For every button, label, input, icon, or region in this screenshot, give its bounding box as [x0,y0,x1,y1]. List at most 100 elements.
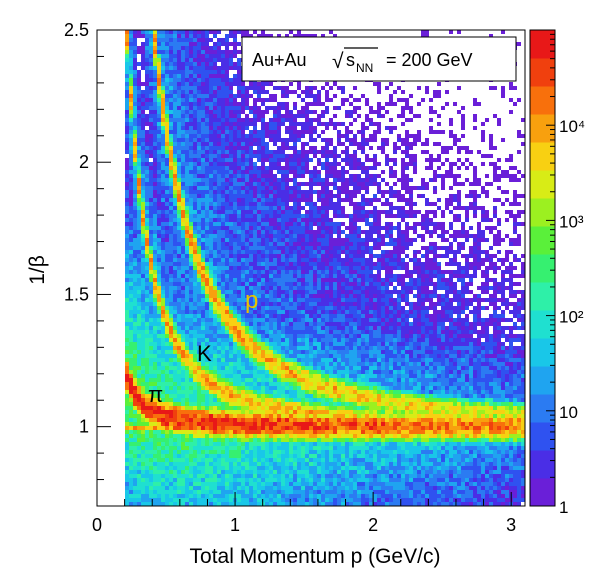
heatmap-cell [285,210,289,214]
heatmap-cell [141,270,145,274]
heatmap-cell [157,162,161,166]
heatmap-cell [233,302,237,306]
heatmap-cell [125,78,129,82]
heatmap-cell [249,150,253,154]
heatmap-cell [253,126,257,130]
heatmap-cell [133,182,137,186]
heatmap-cell [125,82,129,86]
heatmap-cell [169,174,173,178]
heatmap-cell [221,218,225,222]
heatmap-cell [177,454,181,458]
heatmap-cell [153,410,157,414]
heatmap-cell [125,194,129,198]
heatmap-cell [153,38,157,42]
heatmap-cell [141,106,145,110]
heatmap-cell [233,298,237,302]
heatmap-cell [165,350,169,354]
heatmap-cell [169,102,173,106]
heatmap-cell [125,362,129,366]
heatmap-cell [145,54,149,58]
heatmap-cell [221,482,225,486]
heatmap-cell [225,266,229,270]
heatmap-cell [185,290,189,294]
heatmap-cell [149,474,153,478]
heatmap-cell [289,338,293,342]
heatmap-cell [185,326,189,330]
heatmap-cell [213,298,217,302]
heatmap-cell [237,406,241,410]
heatmap-cell [217,138,221,142]
heatmap-cell [217,410,221,414]
heatmap-cell [133,162,137,166]
heatmap-cell [141,254,145,258]
heatmap-cell [281,346,285,350]
heatmap-cell [229,482,233,486]
heatmap-cell [181,182,185,186]
heatmap-cell [125,54,129,58]
heatmap-cell [245,442,249,446]
heatmap-cell [245,170,249,174]
heatmap-cell [233,126,237,130]
heatmap-cell [197,422,201,426]
heatmap-cell [177,446,181,450]
heatmap-cell [185,238,189,242]
heatmap-cell [237,214,241,218]
heatmap-cell [213,190,217,194]
heatmap-cell [181,386,185,390]
heatmap-cell [249,498,253,502]
heatmap-cell [201,390,205,394]
heatmap-cell [137,430,141,434]
heatmap-cell [145,354,149,358]
heatmap-cell [125,246,129,250]
heatmap-cell [297,346,301,350]
heatmap-cell [189,230,193,234]
heatmap-cell [225,142,229,146]
heatmap-cell [205,426,209,430]
heatmap-cell [181,202,185,206]
heatmap-cell [137,46,141,50]
heatmap-cell [133,258,137,262]
heatmap-cell [285,106,289,110]
heatmap-cell [205,418,209,422]
heatmap-cell [125,42,129,46]
heatmap-cell [209,430,213,434]
heatmap-cell [221,206,225,210]
heatmap-cell [125,258,129,262]
heatmap-cell [185,130,189,134]
heatmap-cell [265,266,269,270]
heatmap-cell [285,182,289,186]
heatmap-cell [285,258,289,262]
heatmap-cell [297,30,301,34]
heatmap-cell [193,42,197,46]
heatmap-cell [245,118,249,122]
heatmap-cell [261,486,265,490]
heatmap-cell [269,278,273,282]
heatmap-cell [177,126,181,130]
heatmap-cell [209,474,213,478]
heatmap-cell [281,310,285,314]
heatmap-cell [193,418,197,422]
heatmap-cell [141,426,145,430]
heatmap-cell [245,318,249,322]
heatmap-cell [149,106,153,110]
heatmap-cell [149,198,153,202]
heatmap-cell [137,86,141,90]
heatmap-cell [125,454,129,458]
heatmap-cell [269,398,273,402]
heatmap-cell [213,458,217,462]
heatmap-cell [137,114,141,118]
heatmap-cell [205,450,209,454]
heatmap-cell [281,394,285,398]
heatmap-cell [213,210,217,214]
heatmap-cell [293,126,297,130]
heatmap-cell [189,446,193,450]
heatmap-cell [269,450,273,454]
heatmap-cell [237,70,241,74]
heatmap-cell [249,398,253,402]
heatmap-cell [125,462,129,466]
heatmap-cell [197,246,201,250]
heatmap-cell [237,110,241,114]
heatmap-cell [197,170,201,174]
heatmap-cell [237,434,241,438]
heatmap-cell [137,170,141,174]
